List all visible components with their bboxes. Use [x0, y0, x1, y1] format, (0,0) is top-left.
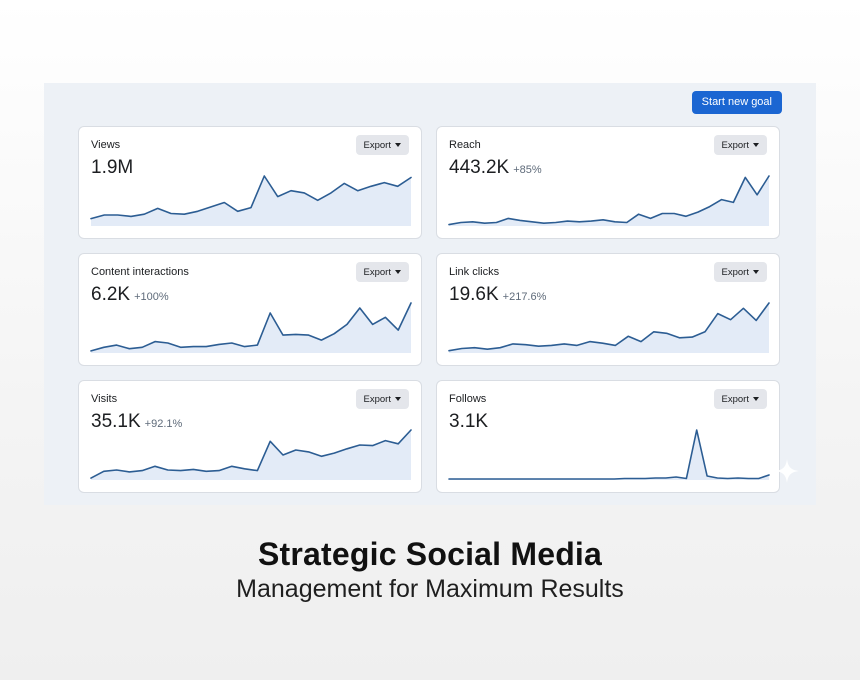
caret-down-icon [395, 143, 401, 147]
export-label: Export [363, 266, 391, 278]
sparkline-line [90, 175, 412, 220]
export-button[interactable]: Export [355, 135, 409, 155]
metric-card-views: Views 1.9M Export [78, 126, 422, 239]
metric: 35.1K +92.1% [91, 411, 182, 433]
sparkline-line [448, 175, 770, 226]
metric-card-link-clicks: Link clicks 19.6K +217.6% Export [436, 253, 780, 366]
metric: 443.2K +85% [449, 157, 542, 179]
export-label: Export [721, 393, 749, 405]
metric-change: +92.1% [144, 418, 183, 430]
metric-card-content-interactions: Content interactions 6.2K +100% Export [78, 253, 422, 366]
export-label: Export [721, 266, 749, 278]
sparkline-line [90, 302, 412, 352]
sparkline-chart [90, 302, 412, 353]
export-button[interactable]: Export [355, 262, 409, 282]
export-button[interactable]: Export [713, 389, 767, 409]
caret-down-icon [395, 397, 401, 401]
metric-value: 6.2K [91, 284, 131, 305]
metric-card-visits: Visits 35.1K +92.1% Export [78, 380, 422, 493]
card-title: Content interactions [91, 266, 189, 278]
card-title: Views [91, 139, 121, 151]
card-title: Link clicks [449, 266, 500, 278]
start-new-goal-button[interactable]: Start new goal [691, 91, 782, 114]
export-button[interactable]: Export [713, 262, 767, 282]
metric-value: 35.1K [91, 411, 141, 432]
caret-down-icon [395, 270, 401, 274]
export-button[interactable]: Export [713, 135, 767, 155]
sparkle-icon [775, 459, 799, 483]
sparkline-chart [448, 302, 770, 353]
export-label: Export [721, 139, 749, 151]
dashboard-panel: Start new goal Views 1.9M Export Reach 4… [44, 83, 816, 505]
metric-card-follows: Follows 3.1K Export [436, 380, 780, 493]
sparkline-line [448, 429, 770, 480]
headline-title: Strategic Social Media [257, 536, 603, 572]
caret-down-icon [753, 270, 759, 274]
metric-value: 443.2K [449, 157, 510, 178]
sparkline-chart [448, 175, 770, 226]
sparkline-area [91, 430, 411, 480]
card-title: Follows [449, 393, 487, 405]
caret-down-icon [753, 397, 759, 401]
card-title: Visits [91, 393, 118, 405]
sparkline-area [91, 176, 411, 226]
sparkline-area [449, 176, 769, 226]
sparkline-chart [448, 429, 770, 480]
metric-change: +100% [134, 291, 169, 303]
sparkline-chart [90, 429, 412, 480]
sparkline-line [90, 429, 412, 479]
caret-down-icon [753, 143, 759, 147]
metric: 1.9M [91, 157, 137, 179]
sparkline-area [449, 430, 769, 480]
metric: 19.6K +217.6% [449, 284, 546, 306]
headline-subtitle: Management for Maximum Results [236, 575, 624, 603]
sparkline-area [91, 303, 411, 353]
export-button[interactable]: Export [355, 389, 409, 409]
metric-change: +85% [513, 164, 542, 176]
metric-value: 3.1K [449, 411, 489, 432]
card-title: Reach [449, 139, 481, 151]
sparkline-chart [90, 175, 412, 226]
export-label: Export [363, 393, 391, 405]
metric-value: 19.6K [449, 284, 499, 305]
sparkline-area [449, 303, 769, 353]
metric: 3.1K [449, 411, 492, 433]
metric: 6.2K +100% [91, 284, 169, 306]
sparkline-line [448, 302, 770, 352]
metric-card-reach: Reach 443.2K +85% Export [436, 126, 780, 239]
metric-value: 1.9M [91, 157, 134, 178]
export-label: Export [363, 139, 391, 151]
metric-change: +217.6% [502, 291, 547, 303]
